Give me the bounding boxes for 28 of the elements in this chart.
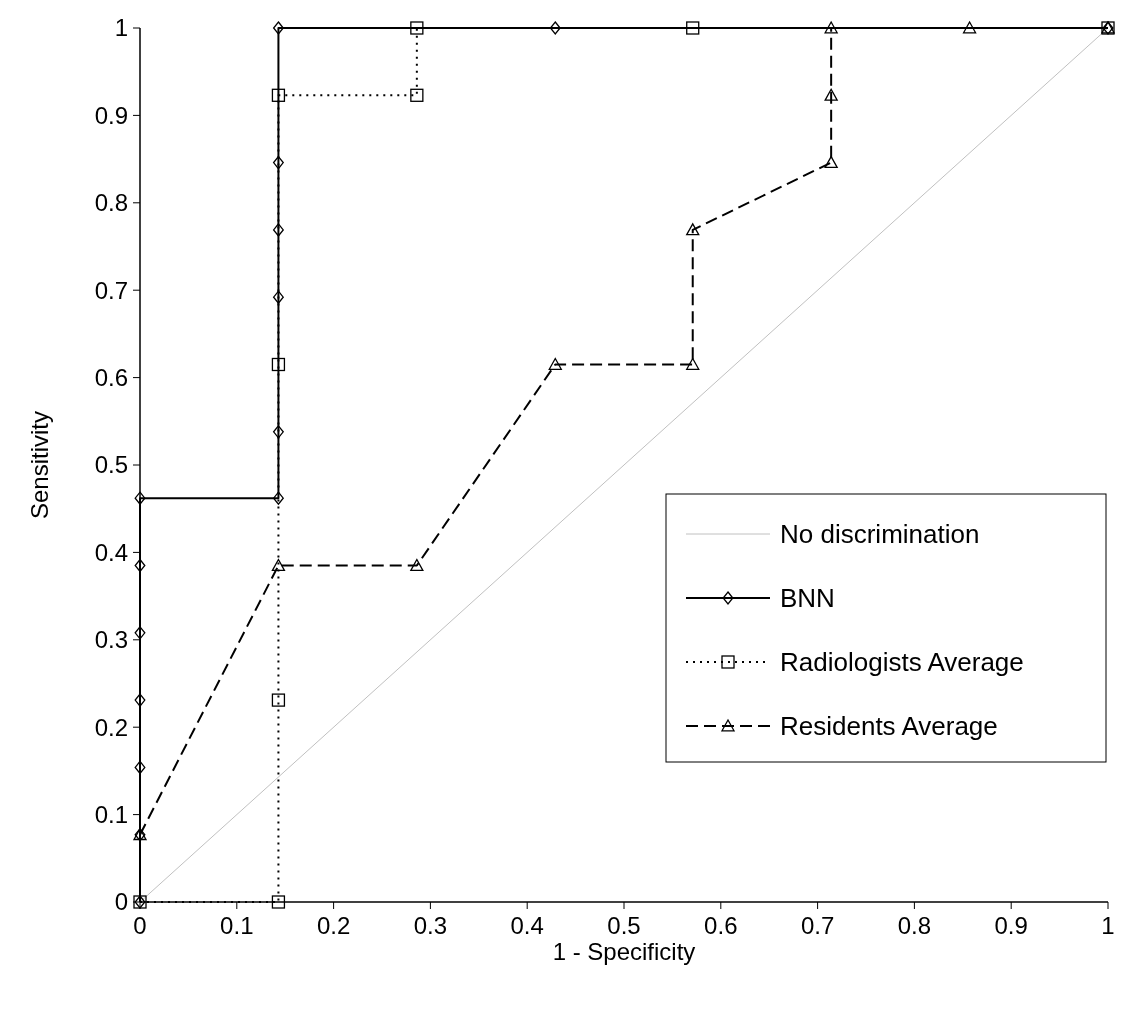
x-tick-label: 0.9 <box>994 912 1028 939</box>
x-tick-label: 0.8 <box>897 912 932 939</box>
y-tick-label: 1 <box>114 14 128 42</box>
x-tick-label: 0.7 <box>800 912 835 939</box>
y-tick-label: 0.8 <box>94 189 128 217</box>
y-tick-label: 0.4 <box>94 538 128 566</box>
x-tick-label: 0.5 <box>607 912 641 939</box>
legend-label: BNN <box>780 583 835 614</box>
x-tick-label: 0.6 <box>704 912 738 939</box>
y-tick-label: 0.3 <box>94 626 128 654</box>
legend-label: Radiologists Average <box>780 647 1024 678</box>
y-tick-label: 0.1 <box>94 801 128 828</box>
y-tick-label: 0.2 <box>94 713 128 741</box>
x-tick-label: 0 <box>133 912 147 939</box>
x-tick-label: 0.1 <box>220 912 254 939</box>
legend-label: Residents Average <box>780 711 998 742</box>
x-tick-label: 0.3 <box>413 912 448 939</box>
x-tick-label: 0.4 <box>510 912 544 939</box>
x-tick-label: 1 <box>1101 912 1115 939</box>
x-axis-title: 1 - Specificity <box>552 938 696 965</box>
y-tick-label: 0 <box>114 888 128 916</box>
y-tick-label: 0.9 <box>94 101 128 129</box>
y-tick-label: 0.6 <box>94 364 128 391</box>
y-tick-label: 0.7 <box>94 276 128 304</box>
legend-label: No discrimination <box>780 519 980 550</box>
x-tick-label: 0.2 <box>316 912 351 939</box>
y-axis-title: Sensitivity <box>26 410 53 520</box>
y-tick-label: 0.5 <box>94 451 128 479</box>
